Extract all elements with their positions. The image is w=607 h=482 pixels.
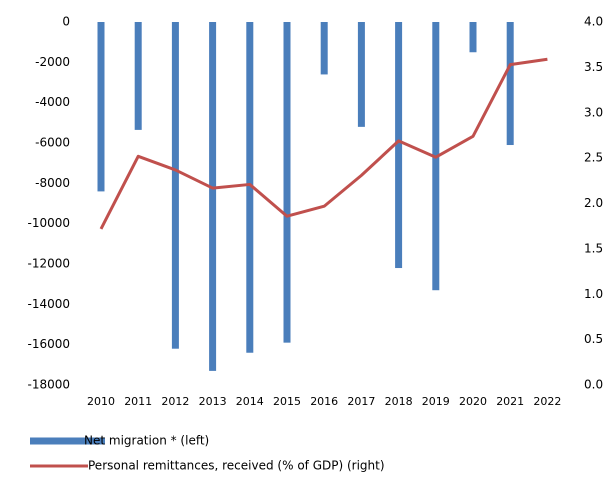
y2-tick-label: 2.0 — [584, 196, 603, 210]
y-tick-label: -8000 — [35, 176, 70, 190]
bar — [209, 22, 217, 371]
bar — [320, 22, 328, 75]
bar — [395, 22, 403, 269]
x-tick-label: 2019 — [422, 395, 450, 408]
legend-label: Net migration * (left) — [84, 434, 209, 448]
legend-label: Personal remittances, received (% of GDP… — [88, 459, 385, 473]
y-tick-label: -6000 — [35, 136, 70, 150]
x-tick-label: 2015 — [273, 395, 301, 408]
y-tick-label: -18000 — [27, 378, 70, 392]
y2-tick-label: 1.5 — [584, 241, 603, 255]
x-tick-label: 2014 — [236, 395, 264, 408]
x-tick-label: 2017 — [347, 395, 375, 408]
y-tick-label: -2000 — [35, 55, 70, 69]
line — [99, 57, 548, 230]
y-tick-label: -12000 — [27, 257, 70, 271]
x-tick-label: 2013 — [199, 395, 227, 408]
y2-tick-label: 2.5 — [584, 151, 603, 165]
legend-swatch — [30, 437, 105, 445]
x-tick-label: 2020 — [459, 395, 487, 408]
bar — [171, 22, 179, 349]
x-tick-label: 2018 — [385, 395, 413, 408]
y-tick-label: -10000 — [27, 216, 70, 230]
y-tick-label: -4000 — [35, 95, 70, 109]
y2-tick-label: 1.0 — [584, 287, 603, 301]
y2-tick-label: 0.0 — [584, 378, 603, 392]
x-tick-label: 2010 — [87, 395, 115, 408]
x-tick-label: 2012 — [161, 395, 189, 408]
y2-tick-label: 3.0 — [584, 105, 603, 119]
y-tick-label: 0 — [62, 15, 70, 29]
x-tick-label: 2022 — [533, 395, 561, 408]
bar — [97, 22, 105, 192]
x-tick-label: 2011 — [124, 395, 152, 408]
y2-tick-label: 4.0 — [584, 15, 603, 29]
bar — [134, 22, 142, 130]
x-tick-label: 2021 — [496, 395, 524, 408]
y2-tick-label: 0.5 — [584, 332, 603, 346]
bar — [357, 22, 365, 127]
y2-tick-label: 3.5 — [584, 60, 603, 74]
y-tick-label: -14000 — [27, 297, 70, 311]
y-tick-label: -16000 — [27, 337, 70, 351]
bar — [283, 22, 291, 343]
x-tick-label: 2016 — [310, 395, 338, 408]
bar — [469, 22, 477, 53]
bar — [506, 22, 514, 146]
bar — [246, 22, 254, 353]
